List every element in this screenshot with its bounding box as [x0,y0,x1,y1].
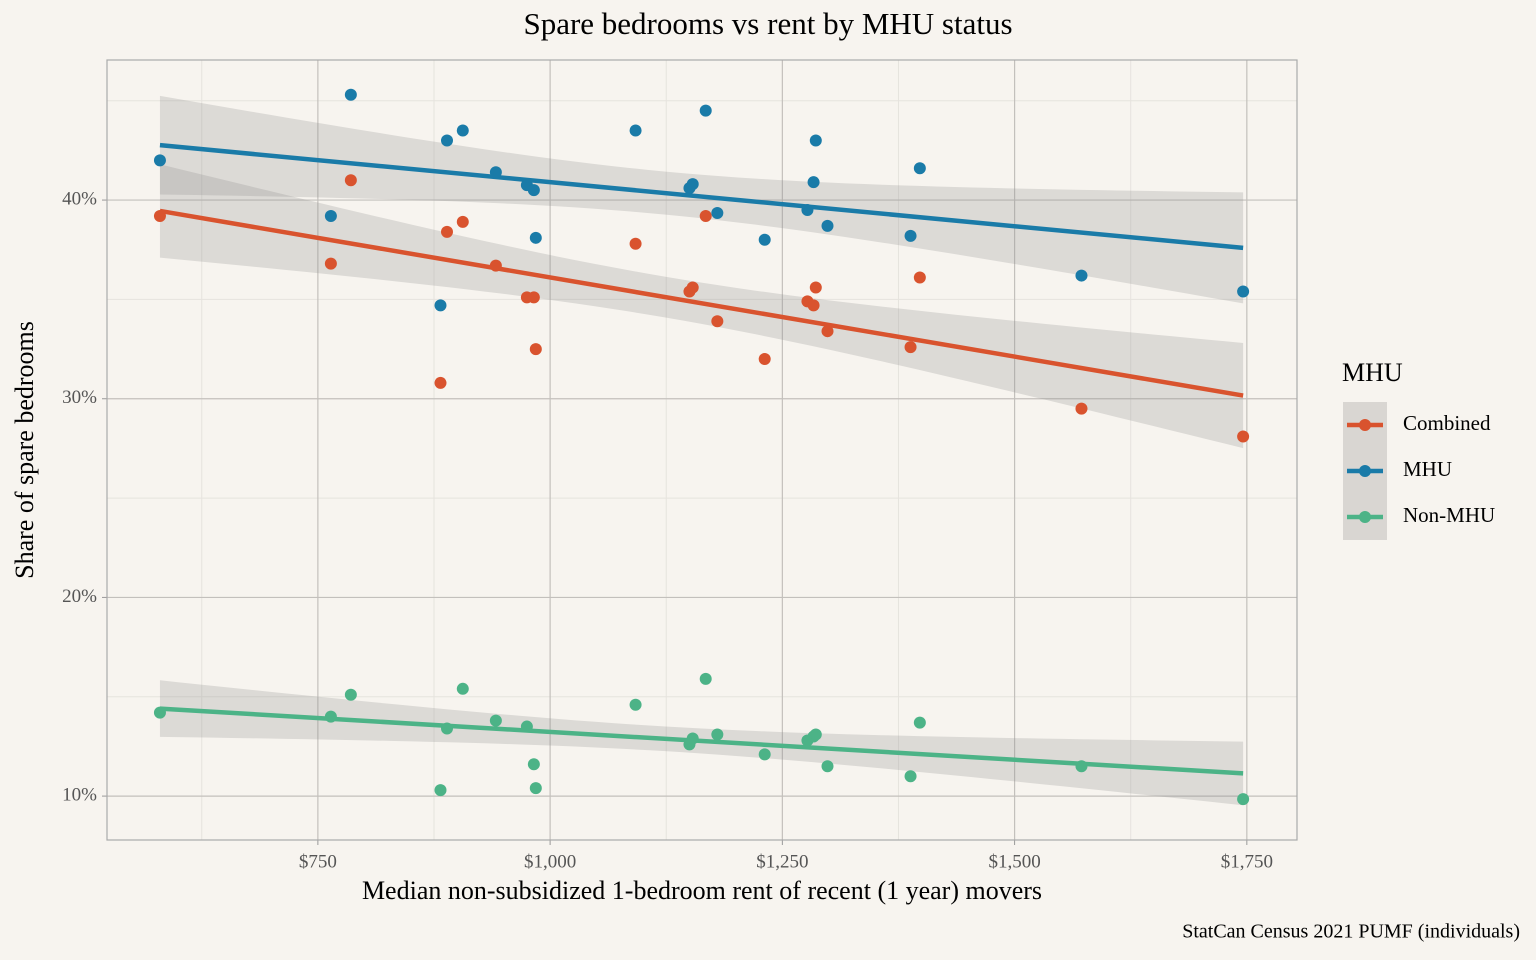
data-point [344,88,357,101]
legend-label: MHU [1403,457,1452,481]
trend-line [159,706,1244,776]
data-point [456,215,469,228]
legend-label: Non-MHU [1403,503,1495,527]
legend-title: MHU [1342,358,1403,387]
data-point [758,748,771,761]
data-point [809,728,822,741]
y-tick-label: 40% [62,188,97,209]
data-point [434,299,447,312]
x-tick-label: $1,250 [756,851,808,872]
trend-line [159,142,1244,251]
data-point [711,315,724,328]
data-point [1075,402,1088,415]
y-axis-label: Share of spare bedrooms [10,321,39,579]
x-tick-label: $1,500 [988,851,1040,872]
legend-key-point [1359,465,1371,477]
data-point [807,299,820,312]
data-point [434,784,447,797]
data-point [529,231,542,244]
data-point [527,758,540,771]
data-point [434,376,447,389]
data-point [153,154,166,167]
data-point [807,176,820,189]
data-point [527,184,540,197]
data-point [699,672,712,685]
x-tick-label: $1,750 [1221,851,1273,872]
data-point [809,281,822,294]
data-point [904,770,917,783]
data-point [699,104,712,117]
data-point [686,281,699,294]
plot-border [106,59,1298,841]
data-point [1237,793,1250,806]
trend-line [159,208,1244,398]
data-point [821,219,834,232]
data-point [344,688,357,701]
data-point [489,714,502,727]
y-tick-label: 10% [62,784,97,805]
legend-key-point [1359,511,1371,523]
data-point [758,233,771,246]
data-point [629,698,642,711]
data-point [629,237,642,250]
data-point [686,178,699,191]
x-axis-label: Median non-subsidized 1-bedroom rent of … [362,876,1042,905]
data-point [913,271,926,284]
data-point [456,124,469,137]
data-point [527,291,540,304]
legend-key-point [1359,419,1371,431]
data-point [441,225,453,238]
data-point [344,174,357,187]
y-tick-label: 30% [62,387,97,408]
legend-label: Combined [1403,411,1491,435]
data-point [699,209,712,222]
confidence-band [159,164,1244,449]
data-point [711,206,724,219]
data-point [324,209,337,222]
confidence-band [159,95,1244,304]
data-point [821,325,834,338]
data-point [629,124,642,137]
x-tick-label: $750 [299,851,337,872]
data-point [913,162,926,175]
data-point [1075,269,1088,282]
caption: StatCan Census 2021 PUMF (individuals) [1182,921,1520,943]
data-point [1237,285,1250,298]
data-point [441,134,453,147]
data-point [529,343,542,356]
data-point [529,782,542,795]
data-point [904,229,917,242]
x-tick-label: $1,000 [524,851,576,872]
data-point [758,353,771,366]
data-point [711,728,724,741]
data-point [324,257,337,270]
data-point [1237,430,1250,443]
data-point [913,716,926,729]
data-point [821,760,834,773]
chart-title: Spare bedrooms vs rent by MHU status [523,6,1012,41]
data-point [456,682,469,695]
data-point [904,341,917,354]
y-tick-label: 20% [62,586,97,607]
data-point [809,134,822,147]
